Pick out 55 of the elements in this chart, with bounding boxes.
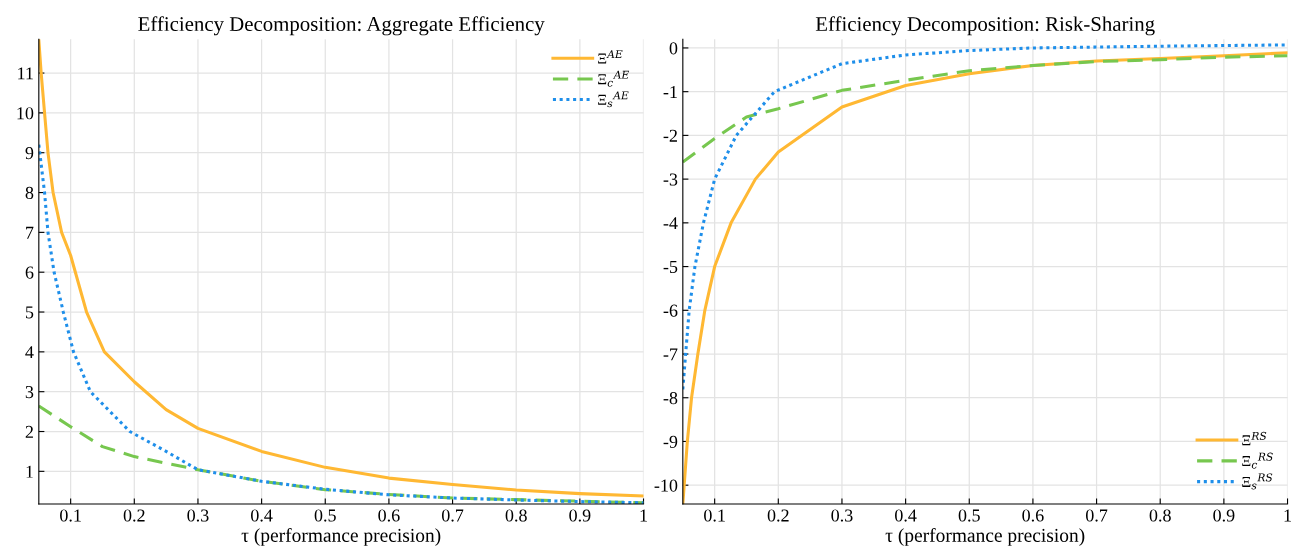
y-tick-label: 0 [669,42,678,55]
y-tick-label: 5 [25,306,34,319]
x-axis-title: τ (performance precision) [885,528,1085,546]
y-tick-label: -5 [663,261,678,274]
y-tick-label: -1 [663,86,677,98]
y-tick-label: -6 [663,304,678,317]
y-tick-label: 11 [18,67,33,80]
legend-label: Ξ$_{c}$$^{RS}$ [1242,452,1273,469]
y-tick-label: 3 [25,385,34,399]
line-series [682,43,1288,391]
y-tick-label: -9 [663,435,678,448]
y-tick-label: 8 [25,186,34,199]
x-tick-label: 0.2 [123,509,145,522]
x-tick-label: 0.8 [1149,509,1171,522]
y-tick-label: 6 [25,266,34,279]
x-tick-label: 0.7 [1085,509,1108,522]
x-tick-label: 0.4 [251,509,273,522]
x-tick-label: 1 [1284,509,1291,522]
legend-label: Ξ$_{s}$$^{AE}$ [598,91,629,108]
y-tick-label: -7 [663,348,678,361]
x-tick-label: 0.2 [767,509,789,522]
x-tick-label: 0.9 [569,509,591,522]
x-axis-title: τ (performance precision) [241,528,441,546]
y-tick-label: -3 [663,173,678,186]
x-tick-label: 0.1 [704,509,725,522]
x-tick-label: 0.3 [187,509,209,522]
chart-title: Efficiency Decomposition: Aggregate Efficiency [138,16,545,36]
x-tick-label: 0.3 [831,509,853,522]
y-tick-label: -8 [663,392,678,405]
x-tick-label: 1 [640,509,647,522]
y-tick-label: 4 [25,346,34,359]
line-series [682,54,1288,164]
y-tick-label: 10 [17,107,34,120]
x-tick-label: 0.5 [314,509,336,522]
x-tick-label: 0.8 [505,509,527,522]
y-tick-label: 7 [26,226,34,239]
y-tick-label: 2 [25,425,33,438]
y-tick-label: 9 [25,147,34,160]
legend-label: Ξ$^{AE}$ [598,50,623,64]
legend-label: Ξ$_{s}$$^{RS}$ [1242,473,1273,490]
x-tick-label: 0.5 [958,509,980,522]
y-tick-label: 1 [26,465,33,478]
legend-label: Ξ$^{RS}$ [1242,431,1267,446]
x-tick-label: 0.6 [1022,509,1044,522]
x-tick-label: 0.4 [895,509,917,522]
x-tick-label: 0.6 [378,509,400,522]
x-tick-label: 0.1 [60,509,81,522]
y-tick-label: -2 [663,129,677,142]
legend-label: Ξ$_{c}$$^{AE}$ [598,70,630,87]
y-tick-label: -4 [663,217,678,230]
chart-title: Efficiency Decomposition: Risk-Sharing [815,16,1155,36]
y-tick-label: -10 [654,479,678,492]
line-series [38,39,644,498]
x-tick-label: 0.9 [1213,509,1235,522]
x-tick-label: 0.7 [441,509,464,522]
